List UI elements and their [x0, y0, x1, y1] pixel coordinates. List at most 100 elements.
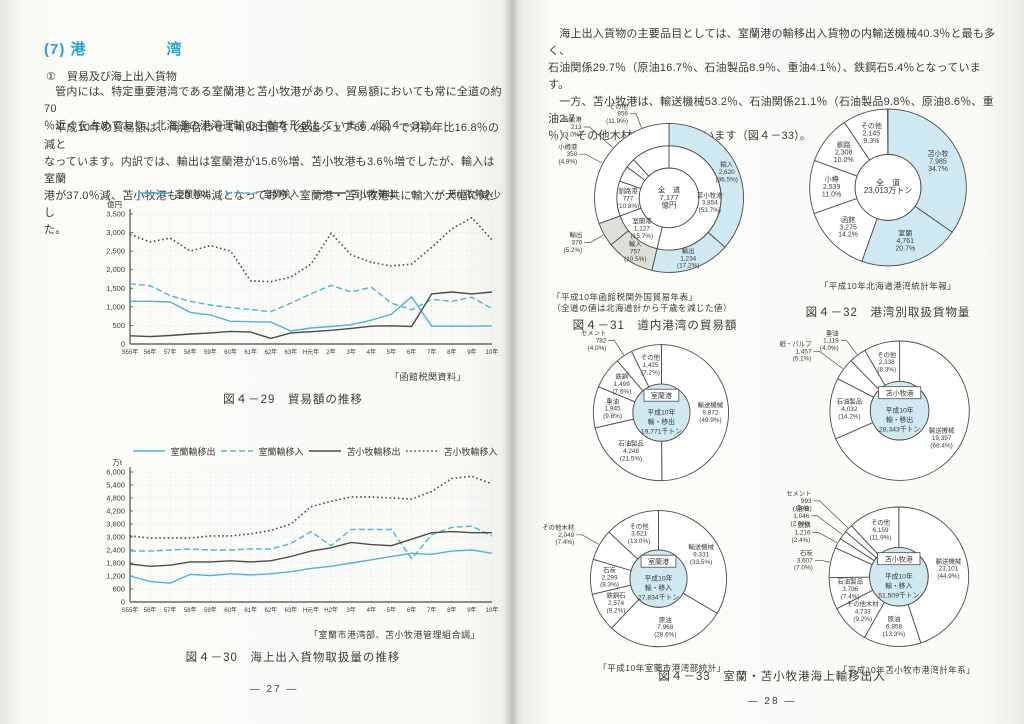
svg-text:(2.4%): (2.4%) [792, 537, 811, 544]
svg-text:(15.7%): (15.7%) [631, 233, 653, 240]
svg-text:9年: 9年 [467, 348, 476, 356]
text-line: 管内には、特定重要港湾である室蘭港と苫小牧港があり、貿易額においても常に全道の約… [44, 86, 502, 115]
fig33-source-left: 「平成10年室蘭市港湾部統計」 [598, 663, 726, 673]
svg-text:1,216: 1,216 [795, 530, 811, 537]
svg-text:その他: その他 [630, 521, 650, 530]
svg-text:億円: 億円 [662, 199, 677, 209]
svg-text:輸送機械: 輸送機械 [936, 556, 962, 565]
text-line: 海上出入貨物の主要品目としては、室蘭港の輸移出入貨物の内輸送機械40.3％と最も… [548, 28, 996, 57]
svg-text:(36.5%): (36.5%) [716, 176, 738, 183]
svg-text:61年: 61年 [244, 606, 257, 614]
text-line: ％近くを占めており、北海道の港湾運輸の主軸を形成しています（図４－31）。 [44, 120, 443, 132]
svg-text:苫小牧: 苫小牧 [928, 149, 949, 158]
svg-text:3,500: 3,500 [106, 210, 125, 219]
fig33-tomakomai-export-pie: 輸送機械19,397(68.4%)石油製品4,032(14.2%)紙・パルプ1,… [780, 328, 970, 481]
svg-text:輸・移出: 輸・移出 [886, 415, 913, 424]
svg-text:輸入: 輸入 [720, 160, 733, 169]
svg-text:1,800: 1,800 [106, 559, 125, 568]
text-line: 平成10年の貿易額は、両港合わせて4,981億円（全道シェア69.4％）で対前年… [44, 122, 500, 151]
page-number-28: ― 28 ― [747, 696, 797, 707]
subsection-heading: ① 貿易及び海上出入貨物 [46, 71, 177, 83]
svg-text:セメント: セメント [581, 329, 606, 337]
svg-text:その他: その他 [609, 101, 629, 110]
svg-text:苫小牧港: 苫小牧港 [697, 190, 723, 199]
svg-text:万t: 万t [112, 458, 122, 467]
svg-text:9.3%: 9.3% [863, 138, 879, 145]
legend-line-swatch [137, 192, 170, 194]
svg-text:室蘭港: 室蘭港 [648, 557, 669, 566]
fig32-donut-chart: 苫小牧7,98534.7%室蘭4,76120.7%函館3,27514.2%小樽2… [809, 108, 967, 267]
fig32-caption: 図４－32 港湾別取扱貨物量 [805, 307, 971, 319]
page-gutter-shadow [505, 0, 519, 724]
svg-text:H元年: H元年 [303, 348, 319, 356]
svg-text:輸送機械: 輸送機械 [688, 542, 714, 551]
svg-text:平成10年: 平成10年 [645, 574, 673, 583]
svg-text:(7.6%): (7.6%) [612, 388, 631, 395]
svg-text:重油: 重油 [797, 504, 810, 513]
svg-text:(21.5%): (21.5%) [620, 456, 642, 463]
legend-line-swatch [221, 450, 254, 452]
svg-text:56年: 56年 [144, 348, 157, 356]
svg-text:63年: 63年 [285, 606, 298, 614]
svg-text:350: 350 [567, 151, 578, 158]
svg-text:2,308: 2,308 [835, 150, 853, 157]
svg-text:0: 0 [121, 598, 125, 607]
svg-text:7,177: 7,177 [660, 193, 679, 202]
fig29-legend: 室蘭輸出 室蘭輸入 苫小牧輸出 苫小牧輸入 [86, 186, 500, 200]
svg-text:(9.2%): (9.2%) [853, 616, 872, 623]
svg-text:(7.4%): (7.4%) [555, 539, 574, 546]
svg-text:10.0%: 10.0% [834, 157, 854, 164]
svg-text:室蘭港: 室蘭港 [651, 391, 672, 400]
svg-text:(7.2%): (7.2%) [641, 369, 660, 376]
svg-text:(13.3%): (13.3%) [883, 631, 905, 638]
svg-text:2,500: 2,500 [106, 247, 125, 256]
svg-text:27,834千トン: 27,834千トン [638, 593, 679, 602]
svg-text:62年: 62年 [264, 606, 277, 614]
svg-text:23,013万トン: 23,013万トン [864, 186, 912, 195]
legend-item: 苫小牧輸移入 [405, 445, 498, 458]
svg-text:(8.3%): (8.3%) [600, 582, 619, 589]
svg-text:原油: 原油 [659, 615, 672, 624]
svg-text:1,046: 1,046 [793, 513, 809, 520]
legend-line-swatch [406, 450, 439, 452]
svg-text:輸入: 輸入 [629, 239, 642, 248]
fig31-double-donut-chart: 輸入2,620(36.5%)輸出1,234(17.2%)輸入757(10.5%)… [558, 101, 744, 273]
svg-text:1,500: 1,500 [106, 284, 125, 293]
legend-label: 室蘭輸入 [262, 188, 299, 199]
svg-text:57年: 57年 [164, 348, 177, 356]
svg-text:51,509千トン: 51,509千トン [878, 591, 919, 600]
svg-text:2,539: 2,539 [823, 184, 841, 191]
legend-item: 苫小牧輸移出 [308, 445, 401, 458]
svg-text:8年: 8年 [447, 606, 456, 614]
svg-text:(53.7%): (53.7%) [699, 207, 721, 214]
legend-line-swatch [410, 192, 443, 194]
svg-text:57年: 57年 [164, 606, 177, 614]
legend-item: 室蘭輸移出 [132, 445, 216, 458]
svg-text:63年: 63年 [285, 348, 298, 356]
svg-text:7,968: 7,968 [657, 624, 673, 631]
svg-text:60年: 60年 [224, 606, 237, 614]
svg-text:7,985: 7,985 [929, 158, 947, 165]
svg-text:重油: 重油 [826, 328, 839, 337]
svg-text:28,343千トン: 28,343千トン [879, 425, 920, 434]
svg-text:室蘭: 室蘭 [898, 229, 912, 238]
svg-text:(49.9%): (49.9%) [699, 417, 721, 424]
legend-label: 苫小牧輸移入 [443, 446, 498, 457]
svg-text:H2年: H2年 [324, 606, 338, 614]
svg-text:H元年: H元年 [303, 606, 319, 614]
svg-text:1,457: 1,457 [796, 348, 812, 355]
svg-text:(8.3%): (8.3%) [877, 367, 896, 374]
legend-item: 苫小牧輸出 [313, 187, 396, 200]
svg-text:1,200: 1,200 [106, 572, 125, 581]
svg-text:4,733: 4,733 [855, 609, 871, 616]
fig29-source: 「函館税関資料」 [389, 372, 466, 382]
svg-text:輸・移入: 輸・移入 [885, 581, 912, 590]
svg-text:石油製品: 石油製品 [618, 439, 644, 448]
svg-text:2,299: 2,299 [602, 574, 618, 581]
legend-line-swatch [309, 450, 342, 452]
svg-text:鉄鋼石: 鉄鋼石 [606, 591, 625, 600]
text-line: （全道の値は北海道計から千歳を減じた値） [552, 303, 733, 313]
legend-line-swatch [225, 192, 258, 194]
fig33-muroran-export-pie: 輸送機械9,872(49.9%)石油製品4,248(21.5%)重油1,945(… [581, 329, 729, 482]
svg-text:3,600: 3,600 [106, 520, 125, 529]
